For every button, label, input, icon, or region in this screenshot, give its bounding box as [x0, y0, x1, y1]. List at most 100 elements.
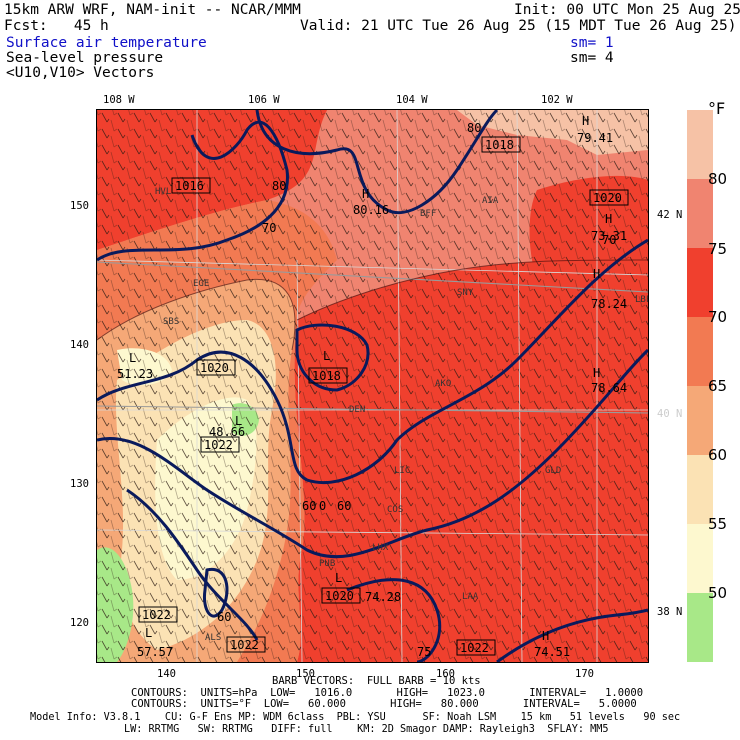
model-physics-info: LW: RRTMG SW: RRTMG DIFF: full KM: 2D Sm… [124, 724, 609, 735]
lat-label-38n: 38 N [657, 606, 683, 618]
pressure-label: 1022 [230, 638, 259, 652]
field-vectors: <U10,V10> Vectors [6, 65, 155, 81]
contour-temp: 80 [272, 179, 286, 193]
field-temperature-smoothing: sm= 1 [570, 35, 614, 51]
high-marker: H [593, 366, 600, 380]
pressure-label: 1022 [204, 438, 233, 452]
station-label: GLD [545, 466, 561, 476]
x-label-150: 150 [296, 668, 315, 680]
temp-value: 51.23 [117, 367, 153, 381]
colorbar-label-75: 75 [708, 240, 728, 258]
colorbar-swatch-75-80 [687, 179, 713, 248]
x-label-170: 170 [575, 668, 594, 680]
pressure-label: 1016 [175, 179, 204, 193]
low-marker: L [335, 571, 342, 585]
colorbar-label-50: 50 [708, 584, 728, 602]
temp-value: 78.24 [591, 297, 627, 311]
y-label-150: 150 [70, 200, 89, 212]
title-line: 15km ARW WRF, NAM-init -- NCAR/MMM [4, 2, 301, 18]
lon-label-102w: 102 W [541, 94, 573, 106]
contour-temp: 60 [302, 499, 316, 513]
colorbar-swatch-50-55 [687, 524, 713, 593]
temp-value: 78.64 [591, 381, 627, 395]
colorbar-label-55: 55 [708, 515, 728, 533]
station-label: LIC [394, 466, 410, 476]
pressure-label: 1020 [593, 191, 622, 205]
county-lines [97, 110, 648, 662]
low-marker: L [145, 626, 152, 640]
high-marker: H [605, 212, 612, 226]
high-marker: H [542, 629, 549, 643]
forecast-hour: Fcst: 45 h [4, 18, 109, 34]
station-label: BFF [420, 209, 436, 219]
low-marker: L [129, 351, 136, 365]
field-temperature: Surface air temperature [6, 35, 207, 51]
pressure-label: 1022 [460, 641, 489, 655]
valid-time: Valid: 21 UTC Tue 26 Aug 25 (15 MDT Tue … [300, 18, 737, 34]
pressure-label: 1020 [200, 361, 229, 375]
y-label-130: 130 [70, 478, 89, 490]
y-label-120: 120 [70, 617, 89, 629]
high-marker: H [593, 267, 600, 281]
colorbar-swatch-65-70 [687, 317, 713, 386]
x-label-160: 160 [436, 668, 455, 680]
temp-value: 57.57 [137, 645, 173, 659]
colorbar-label-70: 70 [708, 308, 728, 326]
station-label: LHX [372, 543, 389, 553]
colorbar-swatch-below-50 [687, 593, 713, 662]
lat-label-40n: 40 N [657, 408, 683, 420]
lon-label-108w: 108 W [103, 94, 135, 106]
x-label-140: 140 [157, 668, 176, 680]
colorbar [687, 110, 713, 662]
contour-temp: 0 [319, 499, 326, 513]
station-label: EGE [193, 279, 209, 289]
wind-barbs-offset [97, 110, 648, 662]
pressure-label: 1018 [485, 138, 514, 152]
init-time: Init: 00 UTC Mon 25 Aug 25 [514, 2, 740, 18]
station-label: AKO [435, 379, 451, 389]
barb-vectors-info: BARB VECTORS: FULL BARB = 10 kts [272, 675, 481, 687]
lon-label-104w: 104 W [396, 94, 428, 106]
contour-temp: 75 [417, 645, 431, 659]
lat-label-42n: 42 N [657, 209, 683, 221]
temperature-contours [97, 259, 648, 351]
y-label-140: 140 [70, 339, 89, 351]
contours-pressure-info: CONTOURS: UNITS=hPa LOW= 1016.0 HIGH= 10… [131, 687, 644, 699]
colorbar-unit: °F [708, 99, 726, 118]
station-label: AIA [482, 196, 499, 206]
station-labels: HVL BFF AIA SBS SNY AKO DEN LIC GLD PUB … [155, 187, 648, 643]
high-marker: H [582, 114, 589, 128]
station-label: PUB [319, 559, 335, 569]
station-label: LAA [462, 592, 479, 602]
weather-map: 1016 1018 1020 1020 1018 1022 1022 1022 … [97, 110, 648, 662]
contour-temp: 60 [337, 499, 351, 513]
pressure-label: 1020 [325, 589, 354, 603]
contours-temperature-info: CONTOURS: UNITS=°F LOW= 60.000 HIGH= 80.… [131, 698, 637, 710]
contour-temp: 60 [217, 610, 231, 624]
station-label: DEN [349, 405, 365, 415]
map-frame [96, 109, 649, 663]
temp-value: 74.28 [365, 590, 401, 604]
temp-value: 80.16 [353, 203, 389, 217]
high-marker: H [362, 187, 369, 201]
pressure-label: 1022 [142, 608, 171, 622]
state-borders [97, 261, 648, 414]
field-pressure: Sea-level pressure [6, 50, 164, 66]
colorbar-label-65: 65 [708, 377, 728, 395]
temp-value: 48.66 [209, 425, 245, 439]
temp-value: 73.31 [591, 229, 627, 243]
colorbar-swatch-80-plus [687, 110, 713, 179]
station-label: HVL [155, 187, 171, 197]
colorbar-label-80: 80 [708, 170, 728, 188]
low-marker: L [235, 414, 242, 428]
colorbar-swatch-70-75 [687, 248, 713, 317]
low-marker: L [323, 349, 330, 363]
model-info: Model Info: V3.8.1 CU: G-F Ens MP: WDM 6… [30, 712, 681, 723]
pressure-label: 1018 [312, 369, 341, 383]
temp-value: 74.51 [534, 645, 570, 659]
temp-value: 79.41 [577, 131, 613, 145]
colorbar-swatch-60-65 [687, 386, 713, 455]
colorbar-swatch-55-60 [687, 455, 713, 524]
field-pressure-smoothing: sm= 4 [570, 50, 614, 66]
station-label: SBS [163, 317, 179, 327]
